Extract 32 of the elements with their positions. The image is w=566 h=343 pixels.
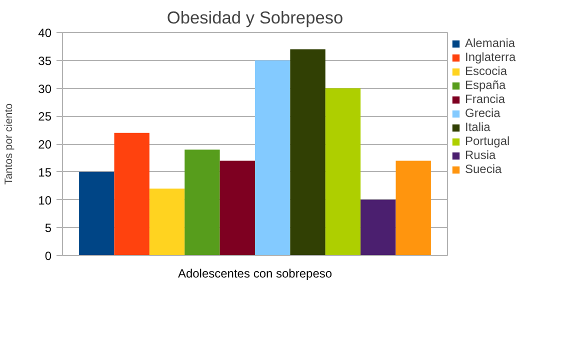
legend-label: Portugal <box>465 134 510 148</box>
legend-label: Alemania <box>465 36 516 50</box>
y-tick-label: 25 <box>38 110 52 124</box>
bar <box>360 200 396 256</box>
y-tick-label: 35 <box>38 54 52 68</box>
legend-label: Italia <box>465 120 490 134</box>
y-tick-label: 30 <box>38 82 52 96</box>
bar <box>220 160 255 256</box>
y-tick-label: 10 <box>38 193 52 208</box>
legend-label: Grecia <box>465 106 500 120</box>
bar <box>290 49 326 256</box>
x-tick-label: Adolescentes con sobrepeso <box>178 266 332 280</box>
legend-label: Escocia <box>465 64 508 78</box>
y-tick-label: 15 <box>38 165 52 180</box>
legend-label: España <box>465 78 506 92</box>
bar <box>149 188 185 256</box>
legend-label: Inglaterra <box>465 50 516 64</box>
bar <box>396 160 431 256</box>
y-tick-label: 20 <box>38 138 52 152</box>
bar <box>114 132 150 256</box>
bar <box>255 60 290 256</box>
bar <box>79 172 114 256</box>
y-axis-title: Tantos por ciento <box>3 103 16 185</box>
y-tick-label: 40 <box>38 26 52 40</box>
bar <box>184 150 220 256</box>
y-tick-label: 0 <box>44 249 52 263</box>
legend-label: Francia <box>465 92 506 106</box>
bar <box>325 88 361 256</box>
legend-label: Suecia <box>465 162 502 176</box>
chart-title: Obesidad y Sobrepeso <box>166 8 344 28</box>
legend-label: Rusia <box>465 148 496 162</box>
y-tick-label: 5 <box>44 221 52 236</box>
